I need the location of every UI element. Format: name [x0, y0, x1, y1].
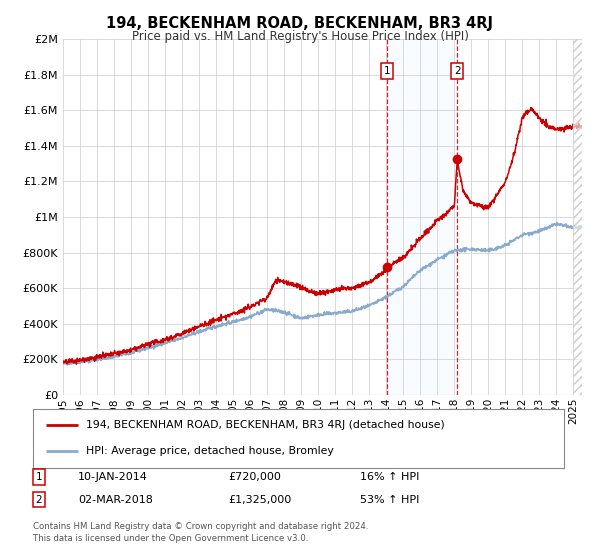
- Text: 02-MAR-2018: 02-MAR-2018: [78, 494, 153, 505]
- Text: 2: 2: [35, 494, 43, 505]
- Text: HPI: Average price, detached house, Bromley: HPI: Average price, detached house, Brom…: [86, 446, 334, 456]
- Text: 10-JAN-2014: 10-JAN-2014: [78, 472, 148, 482]
- Text: 194, BECKENHAM ROAD, BECKENHAM, BR3 4RJ (detached house): 194, BECKENHAM ROAD, BECKENHAM, BR3 4RJ …: [86, 420, 445, 430]
- Text: 1: 1: [383, 66, 390, 76]
- Text: 53% ↑ HPI: 53% ↑ HPI: [360, 494, 419, 505]
- Text: £720,000: £720,000: [228, 472, 281, 482]
- Text: 194, BECKENHAM ROAD, BECKENHAM, BR3 4RJ: 194, BECKENHAM ROAD, BECKENHAM, BR3 4RJ: [107, 16, 493, 31]
- Text: 1: 1: [35, 472, 43, 482]
- Text: Price paid vs. HM Land Registry's House Price Index (HPI): Price paid vs. HM Land Registry's House …: [131, 30, 469, 43]
- Text: 2: 2: [454, 66, 461, 76]
- Text: 16% ↑ HPI: 16% ↑ HPI: [360, 472, 419, 482]
- Polygon shape: [574, 39, 582, 395]
- Text: Contains HM Land Registry data © Crown copyright and database right 2024.
This d: Contains HM Land Registry data © Crown c…: [33, 522, 368, 543]
- Text: £1,325,000: £1,325,000: [228, 494, 291, 505]
- Bar: [387, 39, 457, 395]
